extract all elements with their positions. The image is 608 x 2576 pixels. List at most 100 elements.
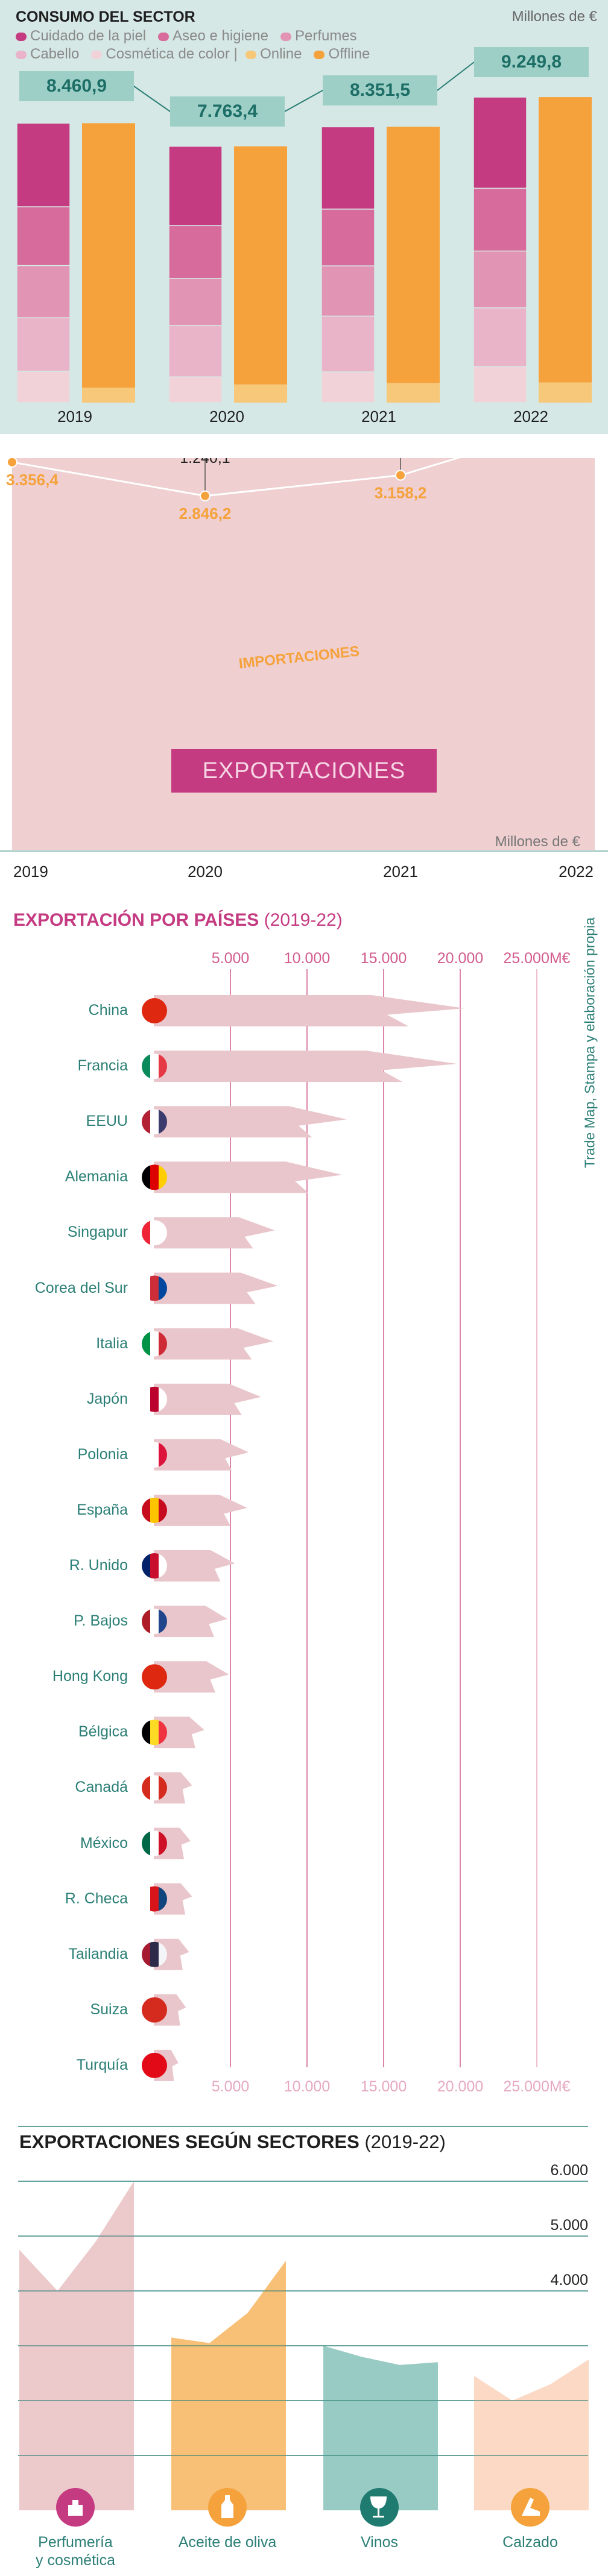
total-2020: 7.763,4 [170,96,285,127]
country-bar-japón [154,1383,261,1415]
flag-icon-r--checa [142,1886,167,1912]
flag-icon-francia [142,1054,167,1079]
bar-2020-offline [234,146,287,385]
paises-tick-bottom-5000: 5.000 [212,2078,250,2095]
comercio-chart: 4.752,93.356,41.402,320193.994,82.846,21… [0,458,608,881]
country-label-tailandia: Tailandia [68,1945,128,1962]
comercio-year-2019: 2019 [13,862,48,881]
sectores-tick-7000: 7.000M€ [530,2122,588,2124]
paises-title: EXPORTACIÓN POR PAÍSES [13,910,259,930]
flag-icon-singapur [142,1220,167,1246]
country-label-corea-del-sur: Corea del Sur [34,1279,128,1296]
country-label-italia: Italia [96,1334,128,1352]
total-2019: 8.460,9 [19,71,134,101]
bar-2019-online [82,388,135,403]
consumo-unit: Millones de € [511,8,597,25]
paises-tick-top-5000: 5.000 [212,950,250,967]
country-bar-china [154,995,465,1026]
paises-chart: 5.000 5.000 10.000 10.000 15.000 15.000 20.000… [142,950,571,2095]
exports-label: EXPORTACIONES [171,749,437,793]
country-label-méxico: México [80,1834,128,1852]
exports-area [12,458,595,850]
sectores-tick-4000: 4.000 [550,2272,588,2289]
bar-2022-aseo-e-higiene [473,187,527,252]
paises-tick-top-15000: 15.000 [361,950,407,967]
bar-2022-cuidado-de-la-piel [473,96,527,189]
paises-tick-bottom-20000: 20.000 [437,2078,483,2095]
imports-label-2021: 3.158,2 [375,484,427,502]
sectores-title-block: EXPORTACIONES SEGÚN SECTORES (2019-22) [19,2131,446,2153]
bar-2019-cosmética-de-color [16,371,71,403]
comercio-year-2021: 2021 [383,862,418,881]
bar-2022-online [539,382,592,403]
legend-online: Online [245,46,302,62]
flag-icon-suiza [142,1997,167,2023]
bar-2020-cosmética-de-color [168,376,223,403]
flag-icon-canadá [142,1775,167,1801]
country-bar-hong-kong [154,1661,229,1693]
country-label-r--checa: R. Checa [65,1890,128,1907]
sectores-tick-6000: 6.000 [550,2162,588,2179]
flag-icon-italia [142,1331,167,1357]
legend-aseo: Aseo e higiene [158,28,268,44]
flag-icon-polonia [142,1442,167,1468]
bar-2021-cabello [321,315,375,372]
flag-icon-alemania [142,1164,167,1190]
sectores-title: EXPORTACIONES SEGÚN SECTORES [19,2131,359,2152]
paises-tick-bottom-15000: 15.000 [361,2078,407,2095]
bar-2022-cosmética-de-color [473,366,527,403]
consumo-title: CONSUMO DEL SECTOR [16,8,195,25]
country-label-canadá: Canadá [75,1779,128,1796]
consumo-legend-row1: Cuidado de la piel Aseo e higiene Perfum… [16,28,357,45]
imports-label-2019: 3.356,4 [6,471,59,489]
flag-icon-bélgica [142,1720,167,1745]
consumo-legend-row2: Cabello Cosmética de color | Online Offl… [16,46,370,63]
paises-tick-bottom-10000: 10.000 [284,2078,330,2095]
consumo-year-2019: 2019 [57,407,92,426]
country-bar-corea-del-sur [154,1272,278,1304]
bar-2020-cuidado-de-la-piel [168,146,223,227]
bar-2019-cuidado-de-la-piel [16,122,71,207]
sectores-tick-5000: 5.000 [550,2217,588,2234]
country-label-hong-kong: Hong Kong [52,1668,128,1685]
country-bar-francia [154,1051,457,1082]
imports-line [11,458,461,497]
imports-point-2019 [7,458,17,468]
bar-2021-cuidado-de-la-piel [321,126,375,210]
country-label-china: China [88,1002,128,1019]
bar-2022-perfumes [473,250,527,309]
bar-2020-aseo-e-higiene [168,225,223,279]
legend-cosmetica: Cosmética de color | [91,46,238,62]
bar-2019-perfumes [16,265,71,318]
comercio-year-2020: 2020 [188,862,223,881]
bar-2020-cabello [168,325,223,378]
paises-tick-top-20000: 20.000 [437,950,483,967]
sectores-title-years: (2019-22) [364,2131,446,2152]
sector-area-2 [323,2346,438,2510]
total-2021: 8.351,5 [323,75,437,105]
consumo-chart [16,61,592,403]
bar-2021-offline [387,127,440,383]
sector-label-3-0: Calzado [502,2534,558,2551]
imports-point-2021 [395,470,406,481]
sector-area-3 [474,2359,589,2510]
wine-glass-icon [360,2488,399,2527]
bar-2021-perfumes [321,265,375,317]
flag-icon-eeuu [142,1109,167,1135]
country-label-alemania: Alemania [65,1168,128,1186]
flag-icon-méxico [142,1830,167,1856]
paises-tick-bottom-25000: 25.000M€ [503,2078,570,2095]
total-2022: 9.249,8 [474,47,589,77]
country-label-japón: Japón [86,1390,128,1407]
olive-oil-bottle-icon [208,2488,247,2527]
perfume-bottle-icon [56,2488,95,2527]
country-label-r--unido: R. Unido [69,1557,128,1574]
comercio-unit: Millones de € [495,834,580,850]
balance-label-2020: 1.240,1 [180,458,230,467]
country-label-singapur: Singapur [67,1224,128,1241]
country-bar-alemania [154,1161,343,1193]
bar-2022-cabello [473,307,527,368]
totals-connector [133,61,475,112]
flag-icon-tailandia [142,1941,167,1967]
flag-icon-hong-kong [142,1664,167,1690]
